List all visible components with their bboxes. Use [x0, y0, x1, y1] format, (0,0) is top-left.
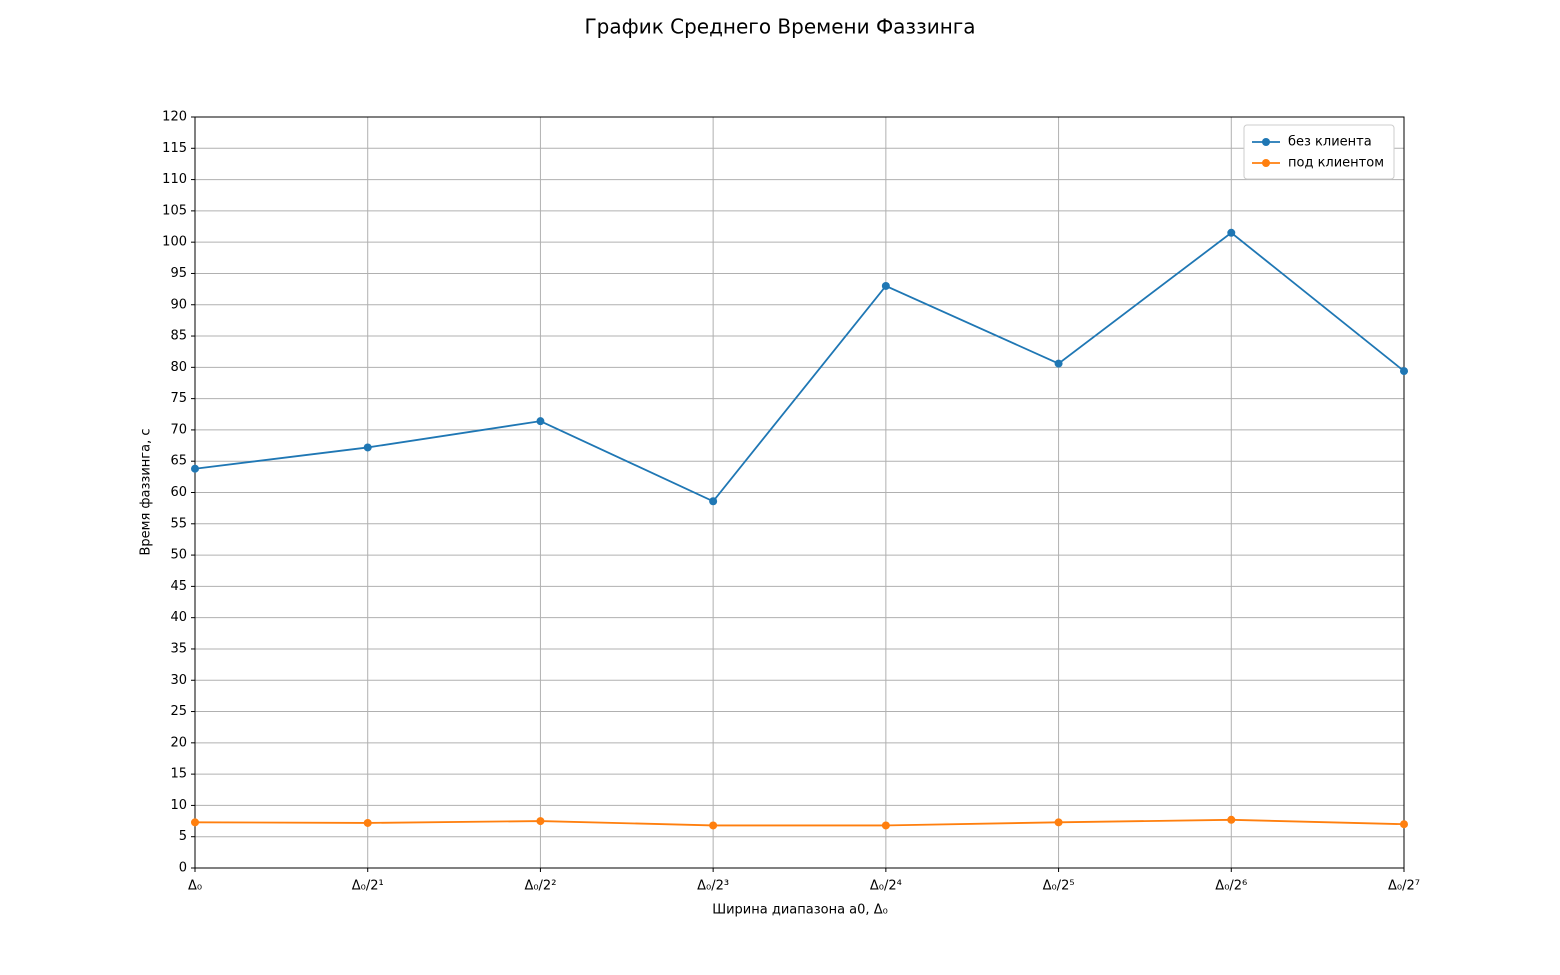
y-tick-label: 0 — [179, 861, 187, 876]
y-tick-label: 90 — [170, 297, 187, 312]
data-point — [709, 821, 718, 830]
data-point — [536, 817, 545, 826]
y-tick-label: 80 — [170, 360, 187, 375]
y-tick-label: 100 — [162, 235, 187, 250]
data-point — [363, 443, 372, 452]
y-tick-label: 30 — [170, 673, 187, 688]
chart-title: График Среднего Времени Фаззинга — [584, 15, 975, 39]
data-point — [881, 821, 890, 830]
y-tick-label: 120 — [162, 110, 187, 125]
y-tick-label: 105 — [162, 203, 187, 218]
data-point — [191, 464, 199, 473]
y-tick-label: 40 — [170, 610, 187, 625]
plot-frame — [194, 116, 1405, 869]
x-tick-label: Δ₀/2⁴ — [870, 879, 902, 894]
y-tick-label: 110 — [162, 172, 187, 187]
data-point — [881, 281, 890, 290]
data-point — [363, 818, 372, 827]
y-tick-label: 70 — [170, 422, 187, 437]
x-axis-label: Ширина диапазона a0, Δ₀ — [712, 903, 888, 918]
y-tick-label: 15 — [170, 767, 187, 782]
data-point — [1227, 228, 1236, 237]
y-axis-label: Время фаззинга, с — [139, 429, 154, 556]
legend-marker — [1262, 159, 1270, 167]
y-tick-label: 55 — [170, 516, 187, 531]
data-point — [536, 417, 545, 426]
y-tick-label: 75 — [170, 391, 187, 406]
legend-label: без клиента — [1288, 135, 1372, 150]
data-point — [1227, 815, 1236, 824]
y-tick-label: 10 — [170, 798, 187, 813]
y-tick-label: 45 — [170, 579, 187, 594]
data-point — [1054, 818, 1063, 827]
x-tick-label: Δ₀/2⁷ — [1388, 879, 1420, 894]
y-tick-label: 25 — [170, 704, 187, 719]
y-tick-label: 85 — [170, 329, 187, 344]
y-tick-label: 20 — [170, 735, 187, 750]
data-point — [1054, 359, 1063, 368]
y-tick-label: 35 — [170, 641, 187, 656]
data-point — [1400, 820, 1408, 829]
x-tick-label: Δ₀/2¹ — [352, 879, 384, 894]
y-tick-label: 60 — [170, 485, 187, 500]
series-line — [194, 818, 1405, 827]
x-tick-label: Δ₀/2⁵ — [1043, 879, 1075, 894]
y-tick-label: 50 — [170, 548, 187, 563]
legend-marker — [1262, 138, 1270, 146]
y-tick-label: 65 — [170, 454, 187, 469]
x-tick-label: Δ₀/2³ — [697, 879, 729, 894]
y-tick-label: 95 — [170, 266, 187, 281]
data-point — [191, 818, 199, 827]
series-line — [194, 231, 1405, 503]
x-tick-label: Δ₀ — [188, 879, 202, 894]
y-tick-label: 115 — [162, 141, 187, 156]
x-tick-label: Δ₀/2² — [524, 879, 556, 894]
data-point — [709, 497, 718, 506]
x-tick-label: Δ₀/2⁶ — [1215, 879, 1247, 894]
legend-box — [1243, 124, 1395, 180]
legend-label: под клиентом — [1288, 156, 1384, 171]
y-tick-label: 5 — [179, 829, 187, 844]
data-point — [1400, 367, 1408, 376]
